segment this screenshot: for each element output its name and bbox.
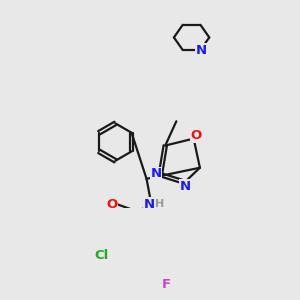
Text: N: N	[180, 180, 191, 193]
Text: H: H	[155, 200, 164, 209]
Text: Cl: Cl	[95, 249, 109, 262]
Text: O: O	[106, 198, 117, 211]
Text: N: N	[144, 198, 155, 211]
Text: F: F	[162, 278, 171, 291]
Text: O: O	[190, 129, 202, 142]
Text: N: N	[195, 44, 206, 57]
Text: N: N	[150, 167, 161, 180]
